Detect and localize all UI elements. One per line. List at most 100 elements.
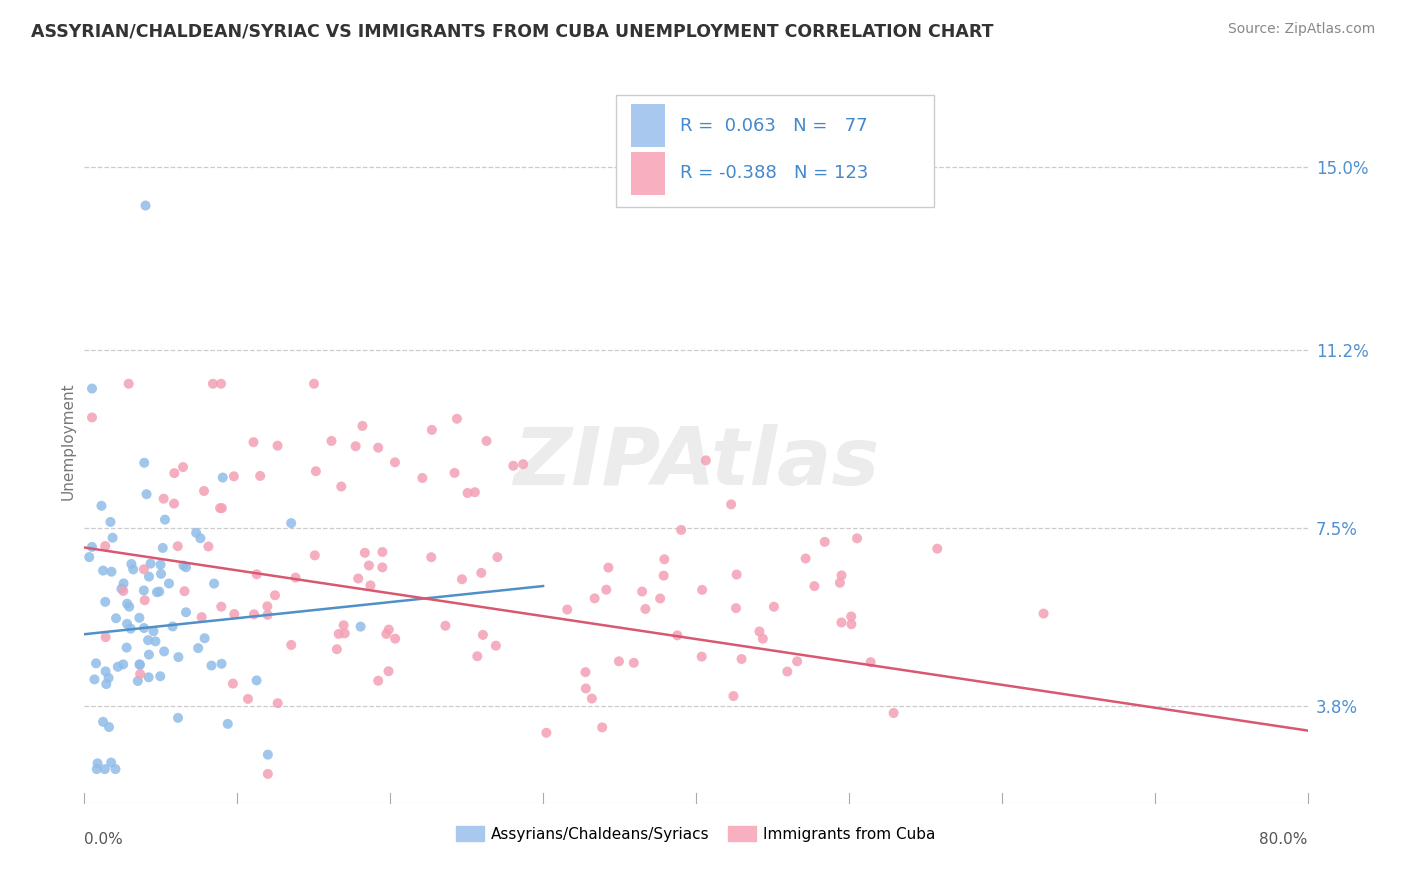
Point <box>101 531 124 545</box>
Point <box>77 550 100 565</box>
Point <box>174 560 197 574</box>
Point <box>333 626 356 640</box>
Point <box>211 470 233 484</box>
Point <box>583 591 606 606</box>
Point <box>173 584 195 599</box>
Point <box>724 601 747 615</box>
Point <box>623 656 645 670</box>
Point <box>139 557 162 571</box>
Point <box>786 654 808 668</box>
Point <box>202 576 225 591</box>
Point <box>1032 607 1054 621</box>
Text: ASSYRIAN/CHALDEAN/SYRIAC VS IMMIGRANTS FROM CUBA UNEMPLOYMENT CORRELATION CHART: ASSYRIAN/CHALDEAN/SYRIAC VS IMMIGRANTS F… <box>31 22 994 40</box>
Point <box>321 434 343 448</box>
Point <box>100 565 122 579</box>
Point <box>690 582 713 597</box>
Point <box>485 639 508 653</box>
Point <box>377 665 399 679</box>
Point <box>86 756 108 771</box>
Text: ZIPAtlas: ZIPAtlas <box>513 425 879 502</box>
Point <box>353 546 375 560</box>
Point <box>138 648 160 662</box>
Point <box>344 439 367 453</box>
Point <box>434 619 457 633</box>
Point <box>138 569 160 583</box>
Point <box>94 539 117 553</box>
Point <box>378 623 401 637</box>
Y-axis label: Unemployment: Unemployment <box>60 383 76 500</box>
Text: 80.0%: 80.0% <box>1260 831 1308 847</box>
Point <box>266 696 288 710</box>
Point <box>86 762 108 776</box>
Point <box>371 560 394 574</box>
Point <box>830 615 852 630</box>
Point <box>831 568 853 582</box>
Point <box>367 673 389 688</box>
Text: Source: ZipAtlas.com: Source: ZipAtlas.com <box>1227 22 1375 37</box>
Point <box>475 434 498 448</box>
Point <box>152 491 174 506</box>
Point <box>486 550 509 565</box>
Point <box>451 572 474 586</box>
Point <box>193 483 215 498</box>
Point <box>150 566 173 581</box>
Point <box>162 619 184 633</box>
Point <box>695 453 717 467</box>
Point <box>211 657 233 671</box>
Point <box>536 726 558 740</box>
Point <box>186 525 208 540</box>
Point <box>197 540 219 554</box>
Point <box>209 376 232 391</box>
Point <box>725 567 748 582</box>
Point <box>148 584 170 599</box>
Point <box>96 677 118 691</box>
Point <box>153 513 176 527</box>
Point <box>574 665 596 680</box>
Point <box>135 198 157 212</box>
Point <box>112 576 135 591</box>
Point <box>371 545 394 559</box>
Point <box>222 676 245 690</box>
Point <box>631 584 654 599</box>
Point <box>465 649 488 664</box>
Point <box>118 376 141 391</box>
Point <box>118 599 141 614</box>
Point <box>90 499 112 513</box>
Point <box>470 566 492 580</box>
Point <box>94 595 117 609</box>
Point <box>575 681 598 696</box>
Point <box>112 584 135 599</box>
Point <box>256 607 278 622</box>
Point <box>115 640 138 655</box>
Point <box>167 650 190 665</box>
Point <box>122 562 145 576</box>
Point <box>360 578 382 592</box>
Point <box>595 582 617 597</box>
Point <box>190 531 212 545</box>
Point <box>236 692 259 706</box>
Text: R =  0.063   N =   77: R = 0.063 N = 77 <box>681 117 868 135</box>
Point <box>367 441 389 455</box>
Point <box>91 714 114 729</box>
Point <box>420 423 443 437</box>
Point <box>153 644 176 658</box>
Point <box>80 540 103 554</box>
FancyBboxPatch shape <box>616 95 935 207</box>
Point <box>172 558 194 573</box>
Point <box>266 439 288 453</box>
Point <box>135 487 157 501</box>
Point <box>112 657 135 672</box>
Point <box>107 660 129 674</box>
Text: R = -0.388   N = 123: R = -0.388 N = 123 <box>681 164 869 183</box>
Point <box>104 762 127 776</box>
Point <box>80 410 103 425</box>
Point <box>927 541 949 556</box>
Point <box>512 457 534 471</box>
Point <box>652 552 675 566</box>
Point <box>650 591 672 606</box>
Point <box>748 624 770 639</box>
Point <box>132 621 155 635</box>
Point <box>384 632 406 646</box>
Point <box>174 605 197 619</box>
Point <box>304 549 326 563</box>
